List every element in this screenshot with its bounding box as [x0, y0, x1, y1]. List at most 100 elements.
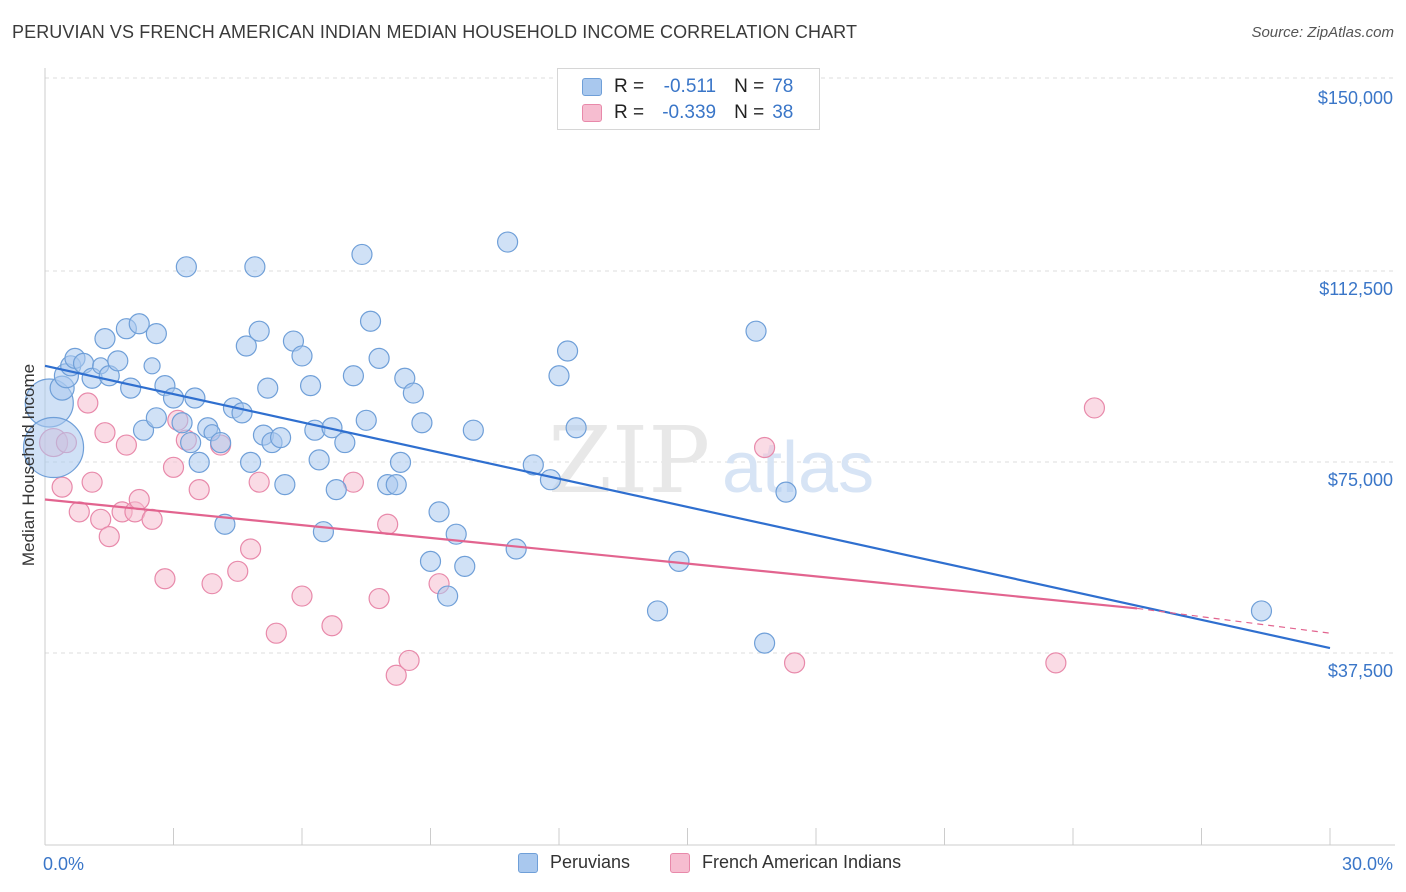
data-point-french-american-indians — [240, 538, 262, 560]
legend-swatch-pink — [582, 104, 602, 122]
legend-label-french-american-indians: French American Indians — [702, 852, 902, 872]
data-point-french-american-indians — [753, 436, 776, 459]
trend-line-peruvians — [44, 364, 1331, 650]
data-point-peruvians — [145, 407, 167, 429]
data-point-peruvians — [342, 365, 364, 387]
data-point-peruvians — [312, 521, 335, 543]
watermark-atlas: atlas — [722, 428, 874, 508]
data-point-peruvians — [411, 412, 433, 434]
legend-r-label: R = — [614, 102, 645, 123]
data-point-french-american-indians — [154, 568, 176, 590]
data-point-french-american-indians — [94, 422, 116, 444]
correlation-legend: R = -0.511 N = 78 R = -0.339 N = 38 — [557, 68, 820, 130]
y-tick-label: $37,500 — [1328, 661, 1393, 681]
data-point-peruvians — [175, 256, 197, 278]
data-point-peruvians — [389, 451, 412, 473]
data-point-peruvians — [143, 357, 161, 375]
data-point-french-american-indians — [321, 615, 343, 637]
data-point-peruvians — [269, 427, 292, 449]
data-point-peruvians — [22, 416, 85, 479]
data-point-french-american-indians — [783, 652, 806, 674]
data-point-peruvians — [565, 417, 587, 439]
data-point-peruvians — [753, 632, 776, 654]
y-axis-label: Median Household Income — [19, 364, 38, 566]
series-peruvians-points — [22, 231, 1273, 654]
data-point-french-american-indians — [248, 471, 270, 493]
data-point-peruvians — [775, 481, 797, 503]
data-point-peruvians — [240, 451, 262, 473]
tick-labels: $37,500 $75,000 $112,500 $150,000 0.0% 30.0% — [43, 88, 1393, 874]
data-point-peruvians — [214, 513, 236, 535]
data-point-french-american-indians — [98, 526, 120, 548]
data-point-peruvians — [145, 323, 167, 345]
legend-n-value: 78 — [772, 76, 794, 97]
data-point-peruvians — [385, 474, 407, 496]
data-point-french-american-indians — [227, 560, 249, 582]
data-point-peruvians — [355, 409, 377, 431]
y-tick-label: $75,000 — [1328, 470, 1393, 490]
data-point-peruvians — [1250, 600, 1273, 622]
data-point-french-american-indians — [68, 501, 90, 523]
data-point-french-american-indians — [1083, 397, 1106, 419]
data-point-peruvians — [210, 431, 232, 454]
data-point-peruvians — [359, 310, 382, 332]
data-point-peruvians — [299, 375, 322, 397]
data-point-peruvians — [351, 243, 373, 266]
data-point-peruvians — [556, 340, 579, 362]
watermark: ZIP atlas — [548, 407, 874, 514]
data-point-peruvians — [419, 550, 442, 573]
y-tick-label: $112,500 — [1319, 279, 1393, 299]
data-point-french-american-indians — [265, 622, 287, 644]
data-point-peruvians — [120, 377, 142, 399]
data-point-peruvians — [231, 402, 253, 424]
data-point-french-american-indians — [1045, 652, 1067, 674]
data-point-french-american-indians — [162, 456, 185, 478]
legend-item-peruvians: Peruvians — [518, 852, 630, 873]
data-point-french-american-indians — [201, 573, 223, 595]
data-point-french-american-indians — [385, 664, 407, 686]
legend-r-value: -0.339 — [662, 102, 717, 123]
data-point-peruvians — [171, 412, 193, 434]
data-point-peruvians — [162, 387, 185, 409]
data-point-french-american-indians — [115, 434, 137, 456]
chart-title: PERUVIAN VS FRENCH AMERICAN INDIAN MEDIA… — [12, 22, 858, 42]
data-point-peruvians — [94, 328, 116, 350]
data-point-peruvians — [235, 335, 257, 357]
data-point-peruvians — [428, 501, 450, 523]
legend-r-value: -0.511 — [663, 76, 717, 97]
legend-swatch-pink — [670, 852, 690, 873]
legend-n-label: N = — [734, 102, 765, 123]
data-point-french-american-indians — [141, 508, 163, 530]
data-point-peruvians — [291, 345, 313, 367]
data-point-french-american-indians — [128, 488, 150, 511]
data-point-french-american-indians — [81, 471, 103, 493]
legend-r-label: R = — [614, 76, 645, 97]
data-point-peruvians — [497, 231, 519, 253]
data-point-peruvians — [107, 350, 129, 372]
data-point-peruvians — [257, 377, 279, 399]
legend-row-peruvians: R = -0.511 N = 78 — [582, 75, 793, 99]
y-tick-label: $150,000 — [1318, 88, 1393, 108]
series-legend: Peruvians French American Indians — [0, 852, 1406, 878]
data-point-peruvians — [274, 474, 296, 496]
data-point-peruvians — [244, 256, 266, 278]
data-point-french-american-indians — [90, 508, 112, 530]
data-point-peruvians — [646, 600, 669, 622]
legend-label-peruvians: Peruvians — [550, 852, 631, 872]
legend-n-value: 38 — [772, 102, 794, 123]
data-point-french-american-indians — [51, 476, 73, 498]
x-tick-label: 30.0% — [1342, 854, 1393, 874]
data-point-peruvians — [334, 431, 356, 454]
data-point-peruvians — [548, 365, 570, 387]
data-point-peruvians — [248, 320, 270, 342]
data-point-peruvians — [454, 555, 476, 577]
data-point-peruvians — [539, 469, 562, 491]
data-point-peruvians — [745, 320, 767, 342]
data-point-peruvians — [505, 538, 527, 560]
data-point-french-american-indians — [377, 513, 399, 535]
data-point-peruvians — [402, 382, 424, 404]
x-tick-label: 0.0% — [43, 854, 84, 874]
data-point-peruvians — [308, 449, 330, 471]
data-point-french-american-indians — [398, 649, 420, 672]
